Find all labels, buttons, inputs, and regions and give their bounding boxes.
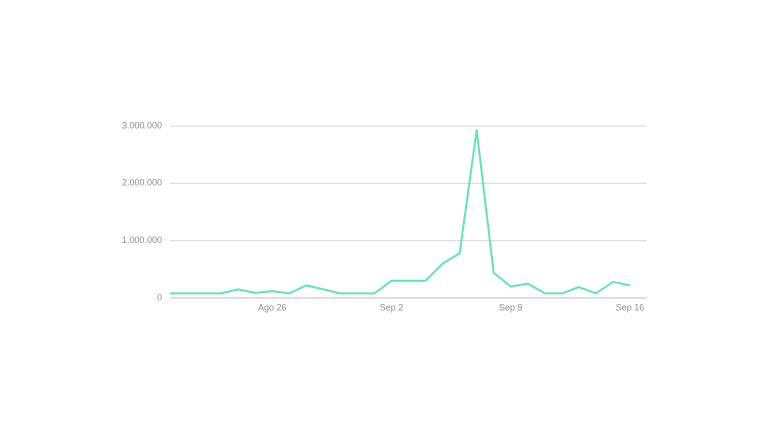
x-tick-label: Sep 2 [380, 302, 404, 312]
x-tick-label: Sep 16 [616, 302, 645, 312]
x-tick-label: Ago 26 [258, 302, 287, 312]
y-tick-label: 0 [157, 292, 162, 302]
data-line [170, 129, 631, 295]
y-tick-label: 2.000.000 [122, 178, 162, 188]
x-tick-label: Sep 9 [499, 302, 523, 312]
y-tick-label: 1.000.000 [122, 235, 162, 245]
y-tick-label: 3.000.000 [122, 120, 162, 130]
